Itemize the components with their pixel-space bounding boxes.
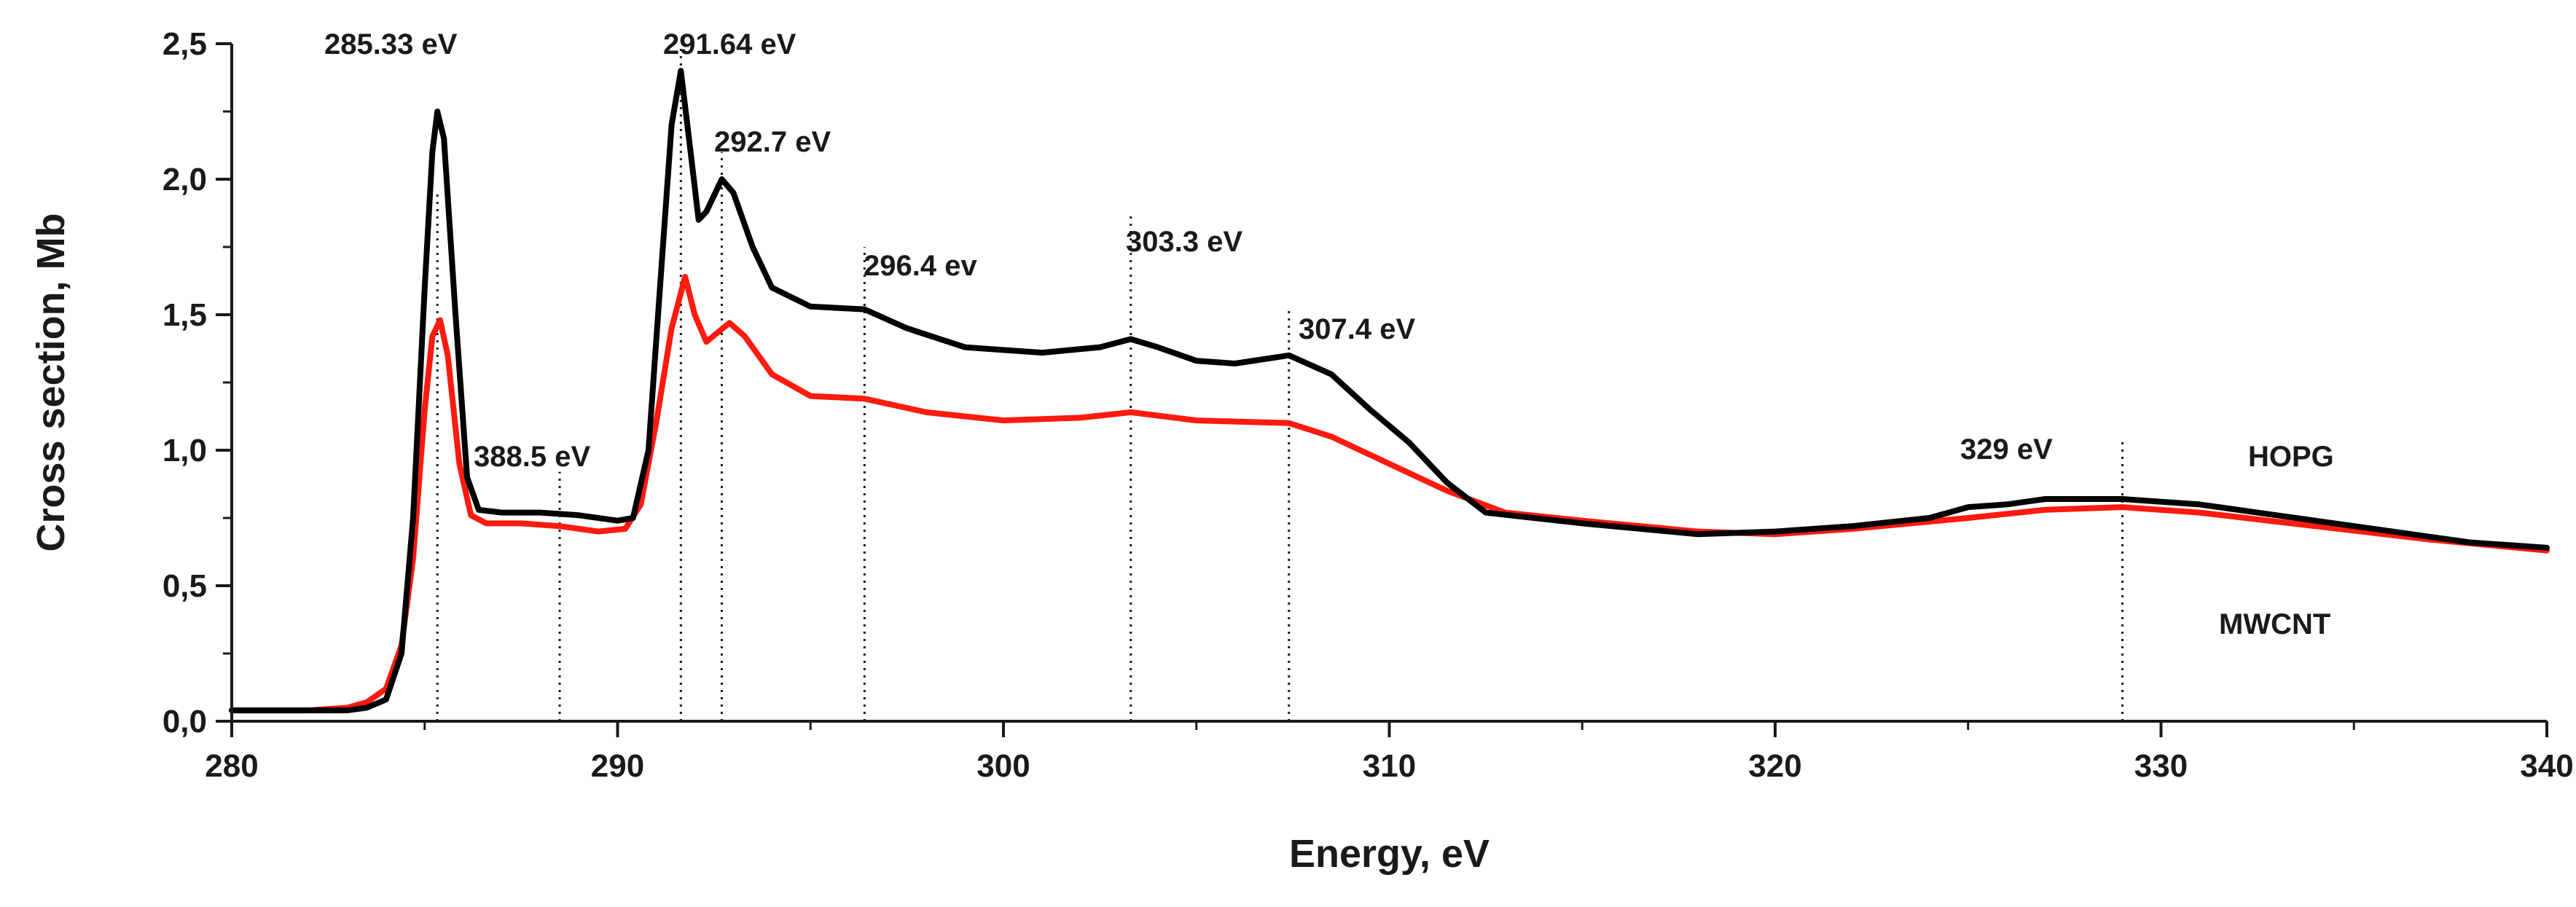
peak-label: 291.64 eV: [663, 28, 796, 60]
x-axis-title: Energy, eV: [1289, 832, 1489, 876]
x-tick-label: 300: [976, 748, 1030, 784]
axes-layer: [230, 44, 2547, 723]
x-tick-label: 280: [205, 748, 258, 784]
peak-label: 303.3 eV: [1126, 226, 1242, 258]
y-tick-label: 1,0: [163, 433, 207, 468]
y-axis-title: Cross section, Mb: [29, 213, 73, 551]
y-tick-label: 0,0: [163, 704, 207, 739]
x-tick-label: 310: [1363, 748, 1416, 784]
series-layer: [229, 68, 2550, 714]
peak-label: 307.4 eV: [1299, 313, 1415, 345]
peak-annotation-layer: 285.33 eV 388.5 eV 291.64 eV 292.7 eV 296.4 …: [324, 28, 2124, 721]
peak-label: 285.33 eV: [324, 28, 458, 60]
y-tick-label: 1,5: [163, 297, 207, 333]
peak-label: 329 eV: [1960, 433, 2053, 466]
peak-label: 292.7 eV: [714, 126, 831, 158]
x-tick-label: 340: [2520, 748, 2573, 784]
series-line-hopg: [229, 68, 2550, 714]
y-tick-label: 0,5: [163, 568, 207, 604]
legend-label-mwcnt: MWCNT: [2219, 608, 2330, 640]
x-tick-label: 320: [1748, 748, 1801, 784]
x-tick-label: 330: [2134, 748, 2188, 784]
x-tick-label: 290: [591, 748, 644, 784]
y-tick-label: 2,5: [163, 26, 207, 62]
legend-layer: HOPG MWCNT: [2219, 441, 2334, 640]
legend-label-hopg: HOPG: [2248, 441, 2334, 473]
tick-layer: 280 290 300 310 320 330 340 0,0 0,5 1,0 1,5 2,0 2,5: [163, 26, 2574, 784]
peak-label: 296.4 ev: [864, 250, 977, 282]
peak-label: 388.5 eV: [474, 441, 590, 473]
y-tick-label: 2,0: [163, 162, 207, 197]
